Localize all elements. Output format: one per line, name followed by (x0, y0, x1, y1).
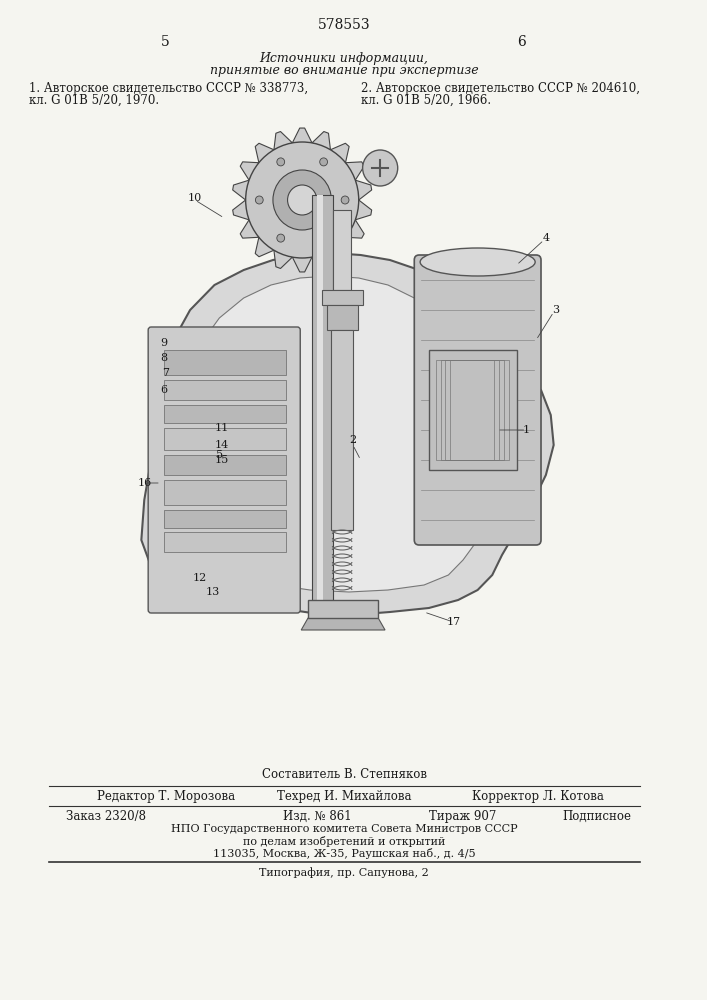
Bar (429, 350, 517, 470)
Polygon shape (255, 237, 274, 257)
Polygon shape (301, 618, 385, 630)
Circle shape (320, 234, 327, 242)
Text: Корректор Л. Котова: Корректор Л. Котова (472, 790, 604, 803)
Bar (164, 480, 286, 505)
Circle shape (277, 234, 285, 242)
Polygon shape (346, 162, 364, 180)
Bar (322, 290, 363, 305)
Polygon shape (312, 250, 330, 268)
Text: Источники информации,: Источники информации, (259, 52, 428, 65)
Polygon shape (255, 143, 274, 163)
Bar (164, 455, 286, 475)
Polygon shape (274, 250, 293, 268)
Text: по делам изобретений и открытий: по делам изобретений и открытий (243, 836, 445, 847)
Text: Тираж 907: Тираж 907 (429, 810, 496, 823)
Text: 14: 14 (215, 440, 229, 450)
Text: 11: 11 (215, 423, 229, 433)
Text: кл. G 01В 5/20, 1970.: кл. G 01В 5/20, 1970. (29, 94, 159, 107)
Circle shape (273, 170, 332, 230)
Text: 15: 15 (215, 455, 229, 465)
Text: 2: 2 (349, 435, 356, 445)
Bar (164, 405, 286, 423)
Polygon shape (240, 220, 259, 238)
Circle shape (341, 196, 349, 204)
Polygon shape (312, 132, 330, 150)
Text: 16: 16 (137, 478, 151, 488)
Text: 1. Авторское свидетельство СССР № 338773,: 1. Авторское свидетельство СССР № 338773… (29, 82, 308, 95)
Text: 578553: 578553 (317, 18, 370, 32)
Bar (164, 350, 286, 375)
Polygon shape (233, 180, 249, 200)
Polygon shape (293, 128, 312, 143)
Bar (317, 195, 322, 615)
Bar (440, 360, 504, 460)
Bar (308, 600, 378, 618)
Bar (164, 510, 286, 528)
Polygon shape (240, 162, 259, 180)
Bar (327, 305, 358, 330)
FancyBboxPatch shape (148, 327, 300, 613)
Text: 6: 6 (160, 385, 168, 395)
Bar (450, 360, 494, 460)
Text: 2. Авторское свидетельство СССР № 204610,: 2. Авторское свидетельство СССР № 204610… (361, 82, 640, 95)
Text: НПО Государственного комитета Совета Министров СССР: НПО Государственного комитета Совета Мин… (171, 824, 518, 834)
Ellipse shape (420, 248, 535, 276)
Text: 4: 4 (542, 233, 549, 243)
Polygon shape (330, 237, 349, 257)
Text: 3: 3 (552, 305, 559, 315)
Text: 10: 10 (188, 193, 202, 203)
Text: кл. G 01В 5/20, 1966.: кл. G 01В 5/20, 1966. (361, 94, 491, 107)
Polygon shape (330, 143, 349, 163)
Text: 5: 5 (216, 450, 223, 460)
Polygon shape (293, 257, 312, 272)
Text: 7: 7 (162, 368, 169, 378)
Bar (312, 195, 334, 615)
Circle shape (363, 150, 398, 186)
Circle shape (277, 158, 285, 166)
FancyBboxPatch shape (414, 255, 541, 545)
Text: 1: 1 (522, 425, 530, 435)
Bar (436, 360, 509, 460)
Bar (164, 428, 286, 450)
Text: Составитель В. Степняков: Составитель В. Степняков (262, 768, 426, 781)
Circle shape (255, 196, 263, 204)
Bar (164, 532, 286, 552)
Polygon shape (141, 253, 554, 615)
Polygon shape (346, 220, 364, 238)
Polygon shape (274, 132, 293, 150)
Text: Подписное: Подписное (563, 810, 631, 823)
Text: 13: 13 (205, 587, 220, 597)
Text: 8: 8 (160, 353, 168, 363)
Circle shape (288, 185, 317, 215)
Circle shape (320, 158, 327, 166)
Polygon shape (356, 200, 372, 220)
Text: 6: 6 (517, 35, 526, 49)
Bar (332, 330, 353, 530)
Text: 12: 12 (193, 573, 207, 583)
Text: Типография, пр. Сапунова, 2: Типография, пр. Сапунова, 2 (259, 867, 429, 878)
Text: Редактор Т. Морозова: Редактор Т. Морозова (98, 790, 235, 803)
Bar (445, 360, 499, 460)
Polygon shape (356, 180, 372, 200)
Text: Заказ 2320/8: Заказ 2320/8 (66, 810, 146, 823)
Text: принятые во внимание при экспертизе: принятые во внимание при экспертизе (210, 64, 479, 77)
Text: Изд. № 861: Изд. № 861 (283, 810, 351, 823)
Polygon shape (233, 200, 249, 220)
Circle shape (245, 142, 358, 258)
Text: 9: 9 (160, 338, 168, 348)
Text: 17: 17 (446, 617, 460, 627)
Bar (164, 380, 286, 400)
Text: Техред И. Михайлова: Техред И. Михайлова (277, 790, 411, 803)
Text: 5: 5 (161, 35, 170, 49)
Polygon shape (160, 276, 517, 592)
Text: 113035, Москва, Ж-35, Раушская наб., д. 4/5: 113035, Москва, Ж-35, Раушская наб., д. … (213, 848, 475, 859)
Bar (334, 210, 351, 290)
